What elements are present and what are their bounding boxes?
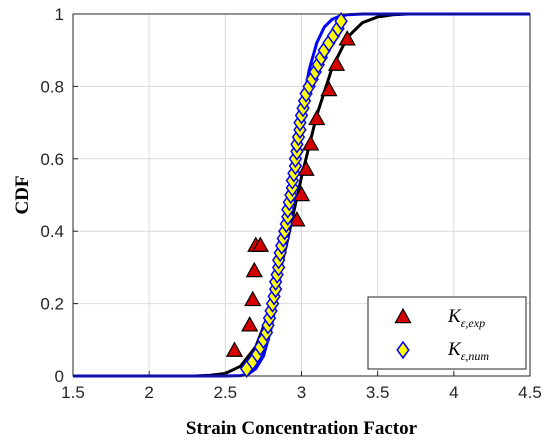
exp-data-point	[320, 80, 338, 97]
legend-triangle-icon	[394, 307, 412, 324]
axis-ticks: 1.5 2 2.5 3 3.5 4 4.5 0 0.2 0.4 0.6 0.8 1	[40, 5, 541, 402]
legend-label: Kε,num	[447, 339, 489, 363]
x-tick-label: 4.5	[518, 383, 542, 402]
exp-data-point	[327, 55, 346, 71]
x-tick-label: 3	[297, 383, 306, 402]
y-tick-label: 0.6	[40, 150, 64, 169]
y-tick-label: 0.8	[40, 77, 64, 96]
x-tick-label: 2	[144, 383, 153, 402]
x-tick-label: 2.5	[214, 383, 238, 402]
y-tick-label: 0.2	[40, 295, 64, 314]
legend-diamond-icon	[396, 340, 410, 360]
num-data-point	[334, 11, 348, 31]
exp-data-point	[302, 135, 320, 151]
legend: Kε,exp Kε,num	[367, 296, 527, 370]
x-tick-label: 3.5	[366, 383, 390, 402]
exp-data-point	[251, 236, 269, 252]
legend-label: Kε,exp	[447, 306, 485, 330]
x-tick-label: 4	[449, 383, 458, 402]
exp-data-point	[297, 160, 315, 176]
y-tick-label: 0	[55, 367, 64, 386]
x-tick-label: 1.5	[61, 383, 85, 402]
legend-box	[367, 296, 527, 370]
y-tick-label: 0.4	[40, 222, 64, 241]
exp-data-point	[308, 109, 326, 126]
y-tick-label: 1	[55, 5, 64, 24]
exp-data-point	[244, 290, 262, 307]
exp-data-point	[288, 211, 306, 227]
exp-data-point	[241, 316, 259, 332]
y-axis-label: CDF	[12, 175, 33, 214]
exp-data-point	[225, 341, 244, 357]
exp-data-point	[292, 185, 311, 202]
x-axis-label: Strain Concentration Factor	[186, 418, 418, 439]
exp-data-point	[338, 30, 356, 46]
exp-data-point	[245, 261, 263, 278]
data-markers	[225, 11, 356, 379]
